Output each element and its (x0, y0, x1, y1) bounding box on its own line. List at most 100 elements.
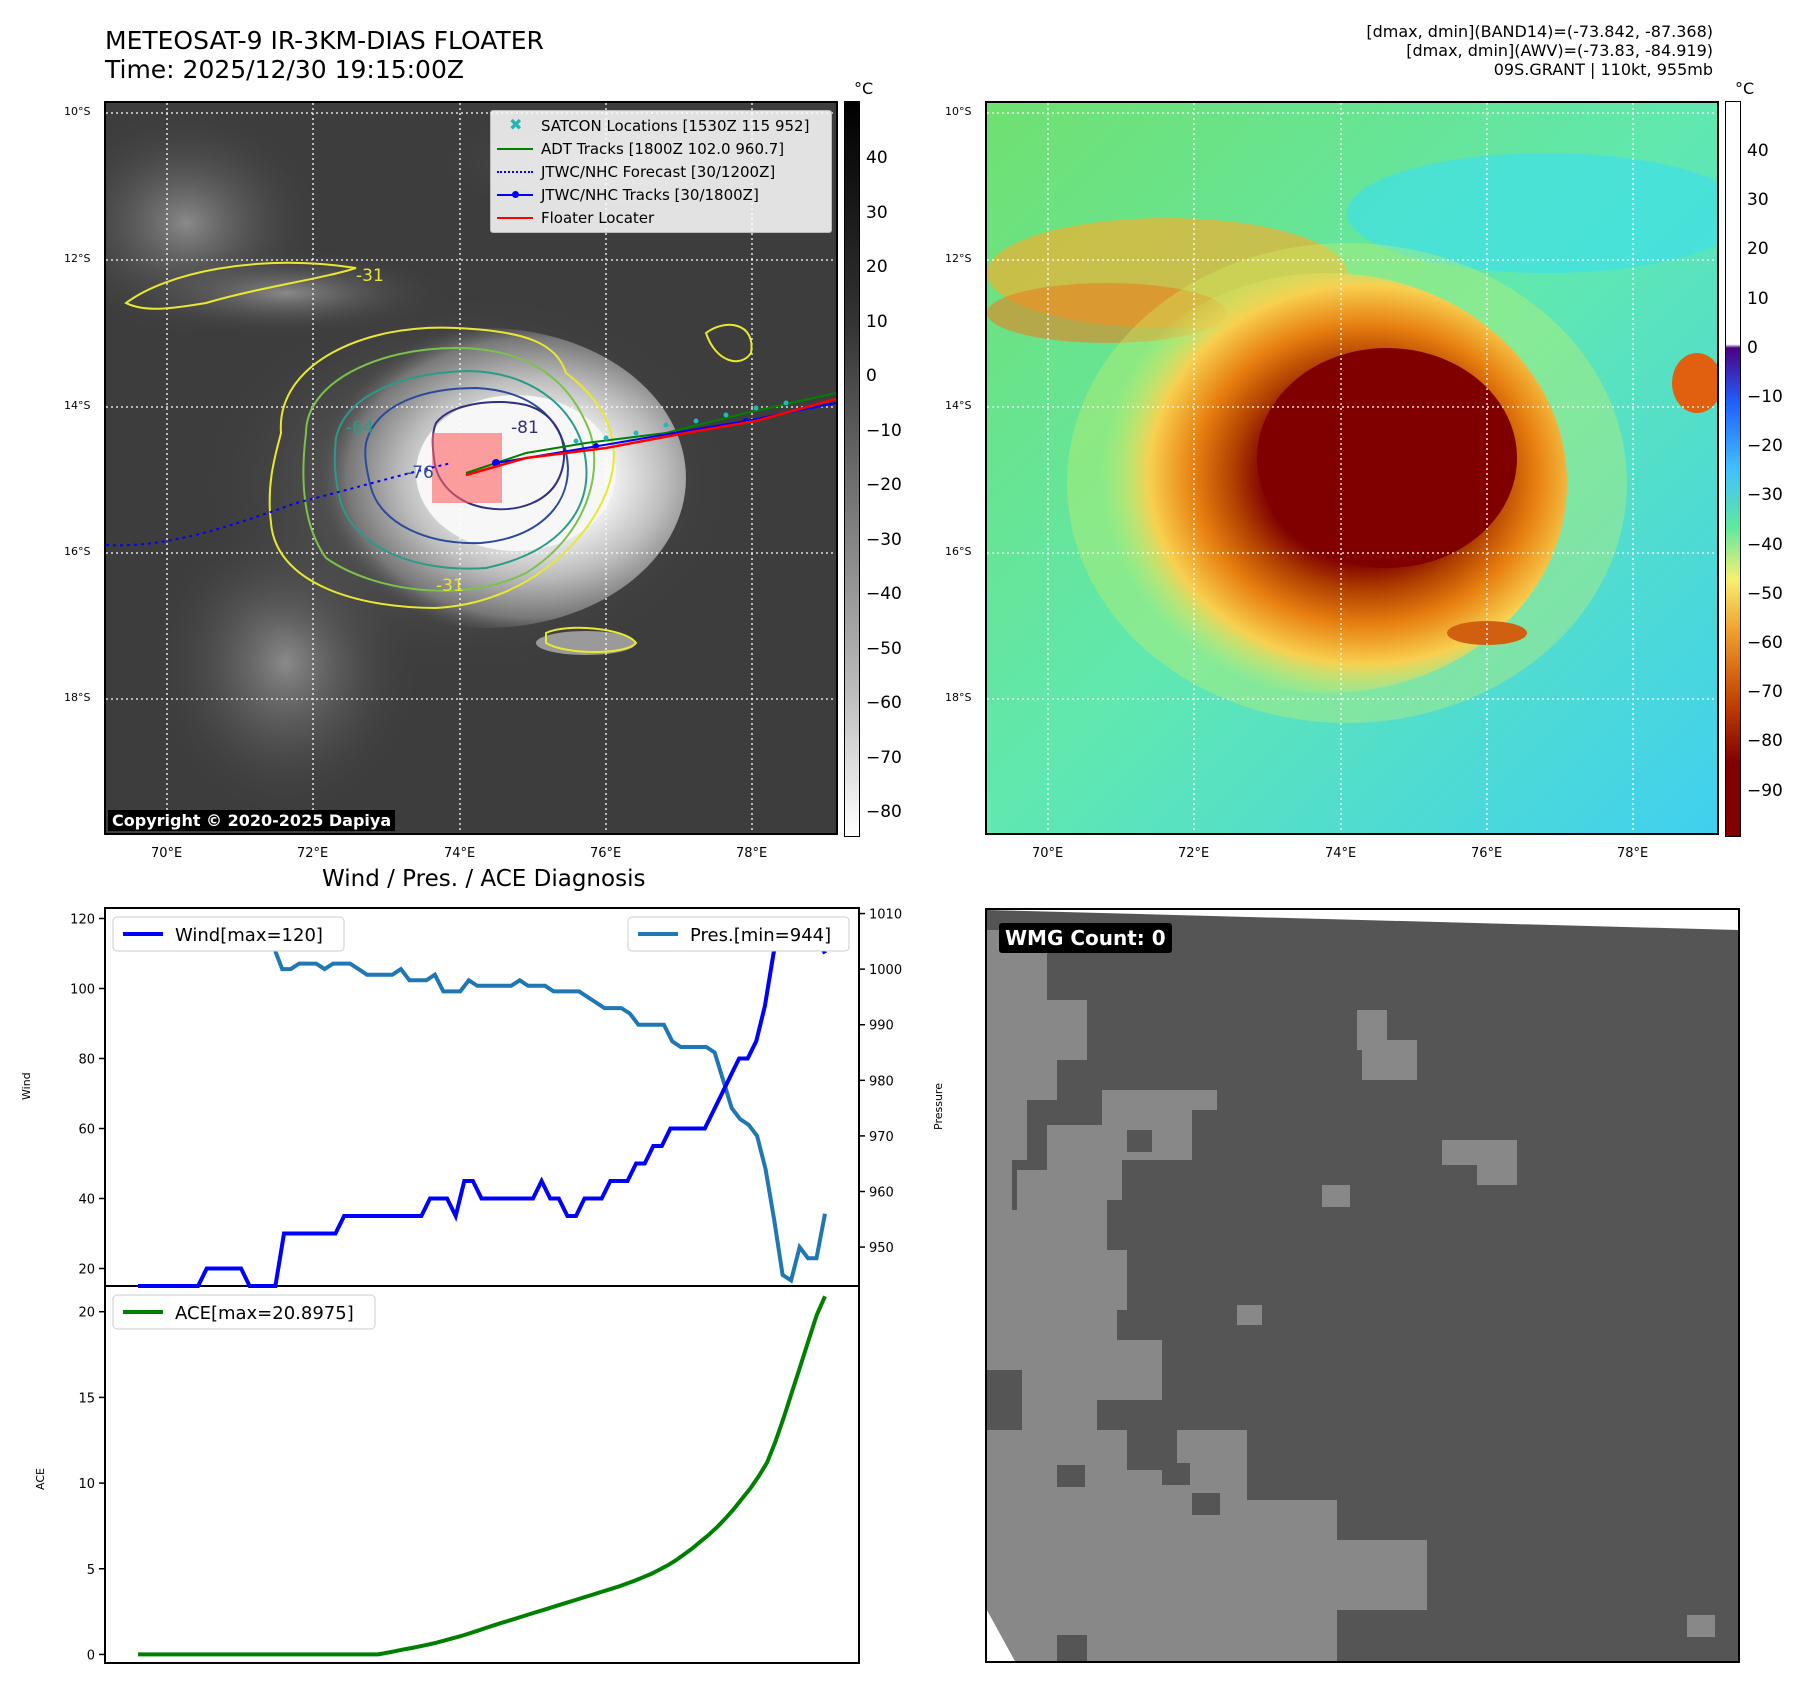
legend-label: SATCON Locations [1530Z 115 952] (541, 116, 810, 135)
contour-label: -31 (436, 576, 464, 596)
colorbar-tick-label: −40 (1747, 534, 1783, 555)
axis-tick-label: 120 (70, 913, 95, 928)
lat-label: 16°S (64, 545, 91, 558)
colorbar-tick-label: 40 (1747, 141, 1769, 161)
wind-series-line (138, 916, 827, 1288)
ace-axis-ticks: 0 5 10 15 20 (78, 1306, 105, 1663)
wind-axis-ticks: 20 40 60 80 100 120 (70, 913, 105, 1278)
axis-tick-label: 60 (78, 1123, 95, 1138)
wmg-imagery (987, 910, 1738, 1661)
lon-label: 76°E (590, 846, 622, 861)
wind-legend-label: Wind[max=120] (175, 925, 323, 946)
colorbar-tick-label: 20 (866, 257, 888, 277)
colorbar-tick-label: −80 (866, 802, 902, 822)
legend-label: Floater Locater (541, 208, 655, 227)
lat-label: 10°S (945, 105, 972, 118)
lat-label: 14°S (945, 399, 972, 412)
lat-label: 18°S (945, 691, 972, 704)
ir-map[interactable]: -31 -31 -64 -76 -81 ✖ SATCON Locations [… (104, 101, 838, 835)
axis-tick-label: 990 (869, 1019, 894, 1034)
colorbar-tick-label: −20 (1747, 436, 1783, 457)
colorbar-tick-label: −40 (866, 584, 902, 604)
axis-tick-label: 20 (78, 1306, 95, 1321)
colorbar-tick-label: 10 (866, 311, 888, 332)
contour-label-layer: -31 -31 -64 -76 -81 (346, 266, 539, 596)
colorbar-tick-label: −90 (1747, 780, 1783, 801)
colorbar-tick-label: −80 (1747, 731, 1783, 752)
legend-item-floater: Floater Locater (491, 206, 831, 229)
axis-tick-label: 5 (87, 1563, 95, 1578)
line-icon (497, 137, 533, 160)
line-icon (497, 206, 533, 229)
lat-label: 10°S (64, 105, 91, 118)
lon-label: 72°E (1178, 846, 1210, 861)
lon-label: 78°E (736, 846, 768, 861)
colorbar-tick-label: 20 (1747, 239, 1769, 260)
ace-legend-label: ACE[max=20.8975] (175, 1303, 354, 1324)
legend-label: ADT Tracks [1800Z 102.0 960.7] (541, 139, 785, 158)
axis-tick-label: 100 (70, 983, 95, 998)
lat-label: 18°S (64, 691, 91, 704)
contour-label: -76 (406, 463, 434, 483)
awv-colorbar-unit: °C (1735, 79, 1755, 98)
axis-tick-label: 1010 (869, 908, 902, 923)
colorbar-tick-label: −70 (866, 747, 902, 768)
copyright-label: Copyright © 2020-2025 Dapiya (108, 810, 396, 831)
lat-label: 14°S (64, 399, 91, 412)
colorbar-tick-label: −60 (866, 693, 902, 713)
time-label: Time: 2025/12/30 19:15:00Z (105, 55, 464, 84)
lon-label: 76°E (1471, 846, 1503, 861)
axis-tick-label: 15 (78, 1391, 95, 1406)
colorbar-tick-label: −60 (1747, 633, 1783, 653)
lon-label: 74°E (444, 846, 476, 861)
pressure-legend-label: Pres.[min=944] (690, 925, 831, 946)
awv-imagery (987, 103, 1717, 833)
lat-label: 12°S (945, 252, 972, 265)
legend-item-adt: ADT Tracks [1800Z 102.0 960.7] (491, 137, 831, 160)
pressure-axis-ticks: 950 960 970 980 990 1000 1010 (859, 908, 902, 1256)
wind-pressure-plot-frame (104, 907, 860, 1287)
lon-label: 74°E (1325, 846, 1357, 861)
legend-item-forecast: JTWC/NHC Forecast [30/1200Z] (491, 160, 831, 183)
chart-title: METEOSAT-9 IR-3KM-DIAS FLOATER (105, 26, 544, 55)
contour-label: -81 (511, 418, 539, 438)
lon-label: 78°E (1617, 846, 1649, 861)
awv-colorbar (1725, 101, 1741, 837)
colorbar-tick-label: −20 (866, 475, 902, 495)
colorbar-tick-label: −70 (1747, 682, 1783, 703)
axis-tick-label: 970 (869, 1130, 894, 1145)
axis-tick-label: 950 (869, 1241, 894, 1256)
diagnosis-title: Wind / Pres. / ACE Diagnosis (322, 866, 646, 892)
axis-tick-label: 980 (869, 1074, 894, 1089)
wind-legend: Wind[max=120] (112, 916, 345, 952)
colorbar-tick-label: −50 (866, 638, 902, 659)
line-dot-icon (497, 183, 533, 206)
wmg-panel[interactable]: WMG Count: 0 (985, 908, 1740, 1663)
axis-tick-label: 40 (78, 1193, 95, 1208)
axis-tick-label: 0 (87, 1648, 95, 1663)
stats-band14: [dmax, dmin](BAND14)=(-73.842, -87.368) (1366, 22, 1713, 41)
colorbar-tick-label: −10 (866, 420, 902, 441)
stats-awv: [dmax, dmin](AWV)=(-73.83, -84.919) (1406, 41, 1713, 60)
lat-label: 12°S (64, 252, 91, 265)
colorbar-tick-label: −30 (866, 529, 902, 550)
colorbar-tick-label: 0 (1747, 337, 1758, 358)
legend-label: JTWC/NHC Tracks [30/1800Z] (541, 185, 759, 204)
ace-legend: ACE[max=20.8975] (112, 1294, 376, 1330)
contour-label: -31 (356, 266, 384, 286)
storm-info: 09S.GRANT | 110kt, 955mb (1493, 60, 1713, 79)
ace-plot-frame (104, 1285, 860, 1664)
axis-tick-label: 20 (78, 1263, 95, 1278)
legend-item-tracks: JTWC/NHC Tracks [30/1800Z] (491, 183, 831, 206)
axis-tick-label: 80 (78, 1053, 95, 1068)
lon-label: 72°E (297, 846, 329, 861)
ace-series-line (138, 1295, 827, 1657)
contour-label: -64 (346, 418, 374, 438)
colorbar-tick-label: 10 (1747, 288, 1769, 309)
awv-map[interactable] (985, 101, 1719, 835)
cross-icon: ✖ (509, 115, 523, 134)
axis-tick-label: 1000 (869, 963, 902, 978)
axis-tick-label: 10 (78, 1477, 95, 1492)
legend-item-satcon: ✖ SATCON Locations [1530Z 115 952] (491, 114, 831, 137)
